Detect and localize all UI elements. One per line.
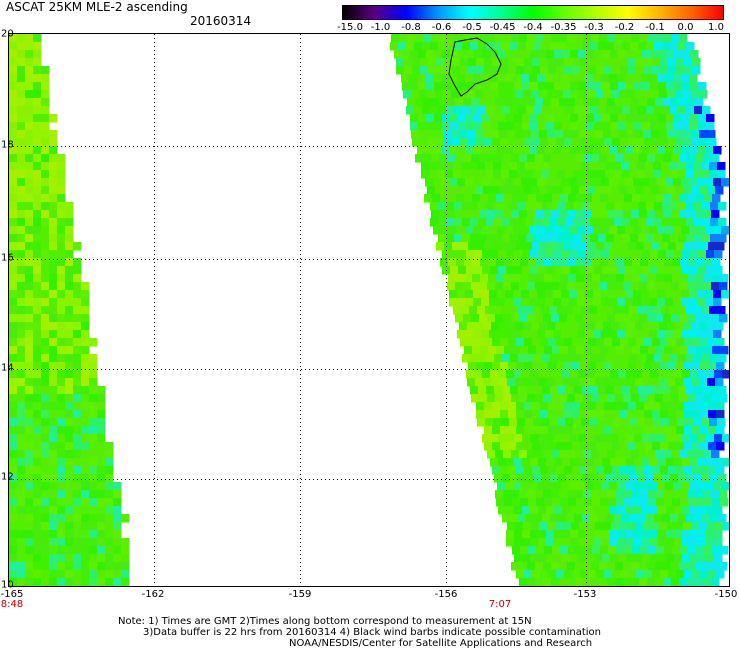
- time-label-0: 8:48: [0, 599, 24, 610]
- product-title: ASCAT 25KM MLE-2 ascending: [6, 0, 188, 14]
- lon-label-159: -159: [288, 589, 312, 600]
- colorbar-tick-label: 0.0: [677, 22, 694, 33]
- lon-label-156: -156: [434, 589, 458, 600]
- colorbar-tick-label: -0.35: [550, 22, 577, 33]
- lon-label-150: -150: [714, 589, 738, 600]
- lat-label-16: 16: [1, 252, 14, 264]
- colorbar-tick-label: -0.1: [645, 22, 665, 33]
- lat-label-12: 12: [1, 471, 14, 483]
- lat-label-10: 10: [1, 579, 14, 591]
- colorbar-tick-label: -0.6: [431, 22, 452, 33]
- note-line-1: Note: 1) Times are GMT 2)Times along bot…: [118, 616, 532, 627]
- island-outline: [448, 37, 502, 97]
- time-label-1: 7:07: [488, 599, 512, 610]
- swath-cells: [9, 34, 729, 586]
- lat-label-20: 20: [1, 28, 14, 40]
- colorbar-tick-label: -1.0: [370, 22, 391, 33]
- lon-label-153: -153: [573, 589, 597, 600]
- map-canvas: [9, 34, 729, 586]
- colorbar-tick-label: -0.3: [584, 22, 604, 33]
- lat-label-18: 18: [1, 139, 14, 151]
- lon-label-165: -165: [0, 589, 24, 600]
- swath-map: [8, 33, 730, 587]
- lat-label-14: 14: [1, 362, 14, 374]
- colorbar-tick-label: -0.8: [401, 22, 421, 33]
- colorbar-tick-label: -0.5: [462, 22, 482, 33]
- lon-label-162: -162: [141, 589, 165, 600]
- colorbar: [342, 5, 724, 20]
- note-line-2: 3)Data buffer is 22 hrs from 20160314 4)…: [143, 627, 601, 638]
- colorbar-tick-label: -0.45: [489, 22, 516, 33]
- note-line-3: NOAA/NESDIS/Center for Satellite Applica…: [289, 638, 593, 649]
- colorbar-tick-label: -0.2: [614, 22, 635, 33]
- colorbar-tick-label: -15.0: [337, 22, 363, 33]
- lat-lon-grid: [9, 34, 729, 586]
- colorbar-tick-label: -0.4: [523, 22, 543, 33]
- product-date: 20160314: [190, 14, 252, 28]
- colorbar-tick-label: 1.0: [708, 22, 724, 33]
